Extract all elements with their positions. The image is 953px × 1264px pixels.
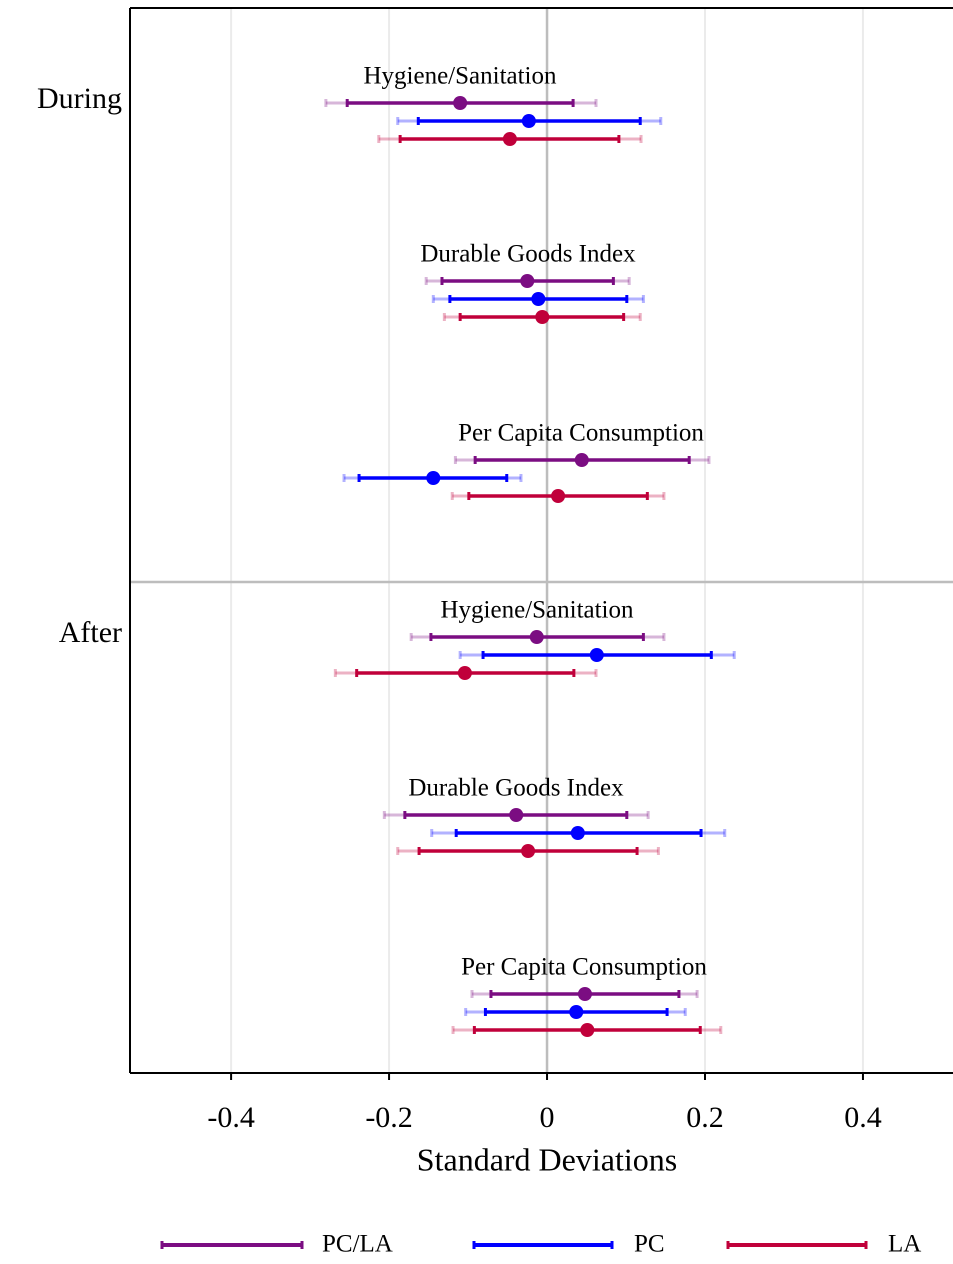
estimate-point xyxy=(531,292,546,306)
panel-label: After xyxy=(59,616,122,649)
group-label: Durable Goods Index xyxy=(420,241,636,268)
estimate-point xyxy=(589,648,604,662)
estimate-point xyxy=(453,96,468,110)
x-tick-label: -0.4 xyxy=(207,1101,255,1134)
estimate-point xyxy=(529,630,544,644)
x-tick-label: -0.2 xyxy=(365,1101,413,1134)
x-tick-label: 0 xyxy=(540,1101,555,1134)
estimate-point xyxy=(551,489,566,503)
estimate-point xyxy=(574,453,589,467)
x-tick-label: 0.4 xyxy=(844,1101,882,1134)
panel-label: During xyxy=(37,82,122,115)
estimate-point xyxy=(569,1005,584,1019)
estimate-point xyxy=(521,844,536,858)
estimate-point xyxy=(570,826,585,840)
x-tick-label: 0.2 xyxy=(686,1101,724,1134)
estimate-point xyxy=(426,471,441,485)
estimate-point xyxy=(520,274,535,288)
group-label: Durable Goods Index xyxy=(408,775,624,802)
estimate-point xyxy=(580,1023,595,1037)
estimate-point xyxy=(577,987,592,1001)
group-label: Hygiene/Sanitation xyxy=(363,63,557,90)
estimate-point xyxy=(535,310,550,324)
estimate-point xyxy=(457,666,472,680)
estimate-point xyxy=(502,132,517,146)
estimate-point xyxy=(521,114,536,128)
legend-label: PC xyxy=(634,1231,665,1258)
group-label: Per Capita Consumption xyxy=(461,954,707,981)
group-label: Hygiene/Sanitation xyxy=(440,597,634,624)
x-axis-label: Standard Deviations xyxy=(417,1141,677,1177)
legend-label: LA xyxy=(888,1231,921,1258)
group-label: Per Capita Consumption xyxy=(458,420,704,447)
estimate-point xyxy=(509,808,524,822)
legend-label: PC/LA xyxy=(322,1231,393,1258)
